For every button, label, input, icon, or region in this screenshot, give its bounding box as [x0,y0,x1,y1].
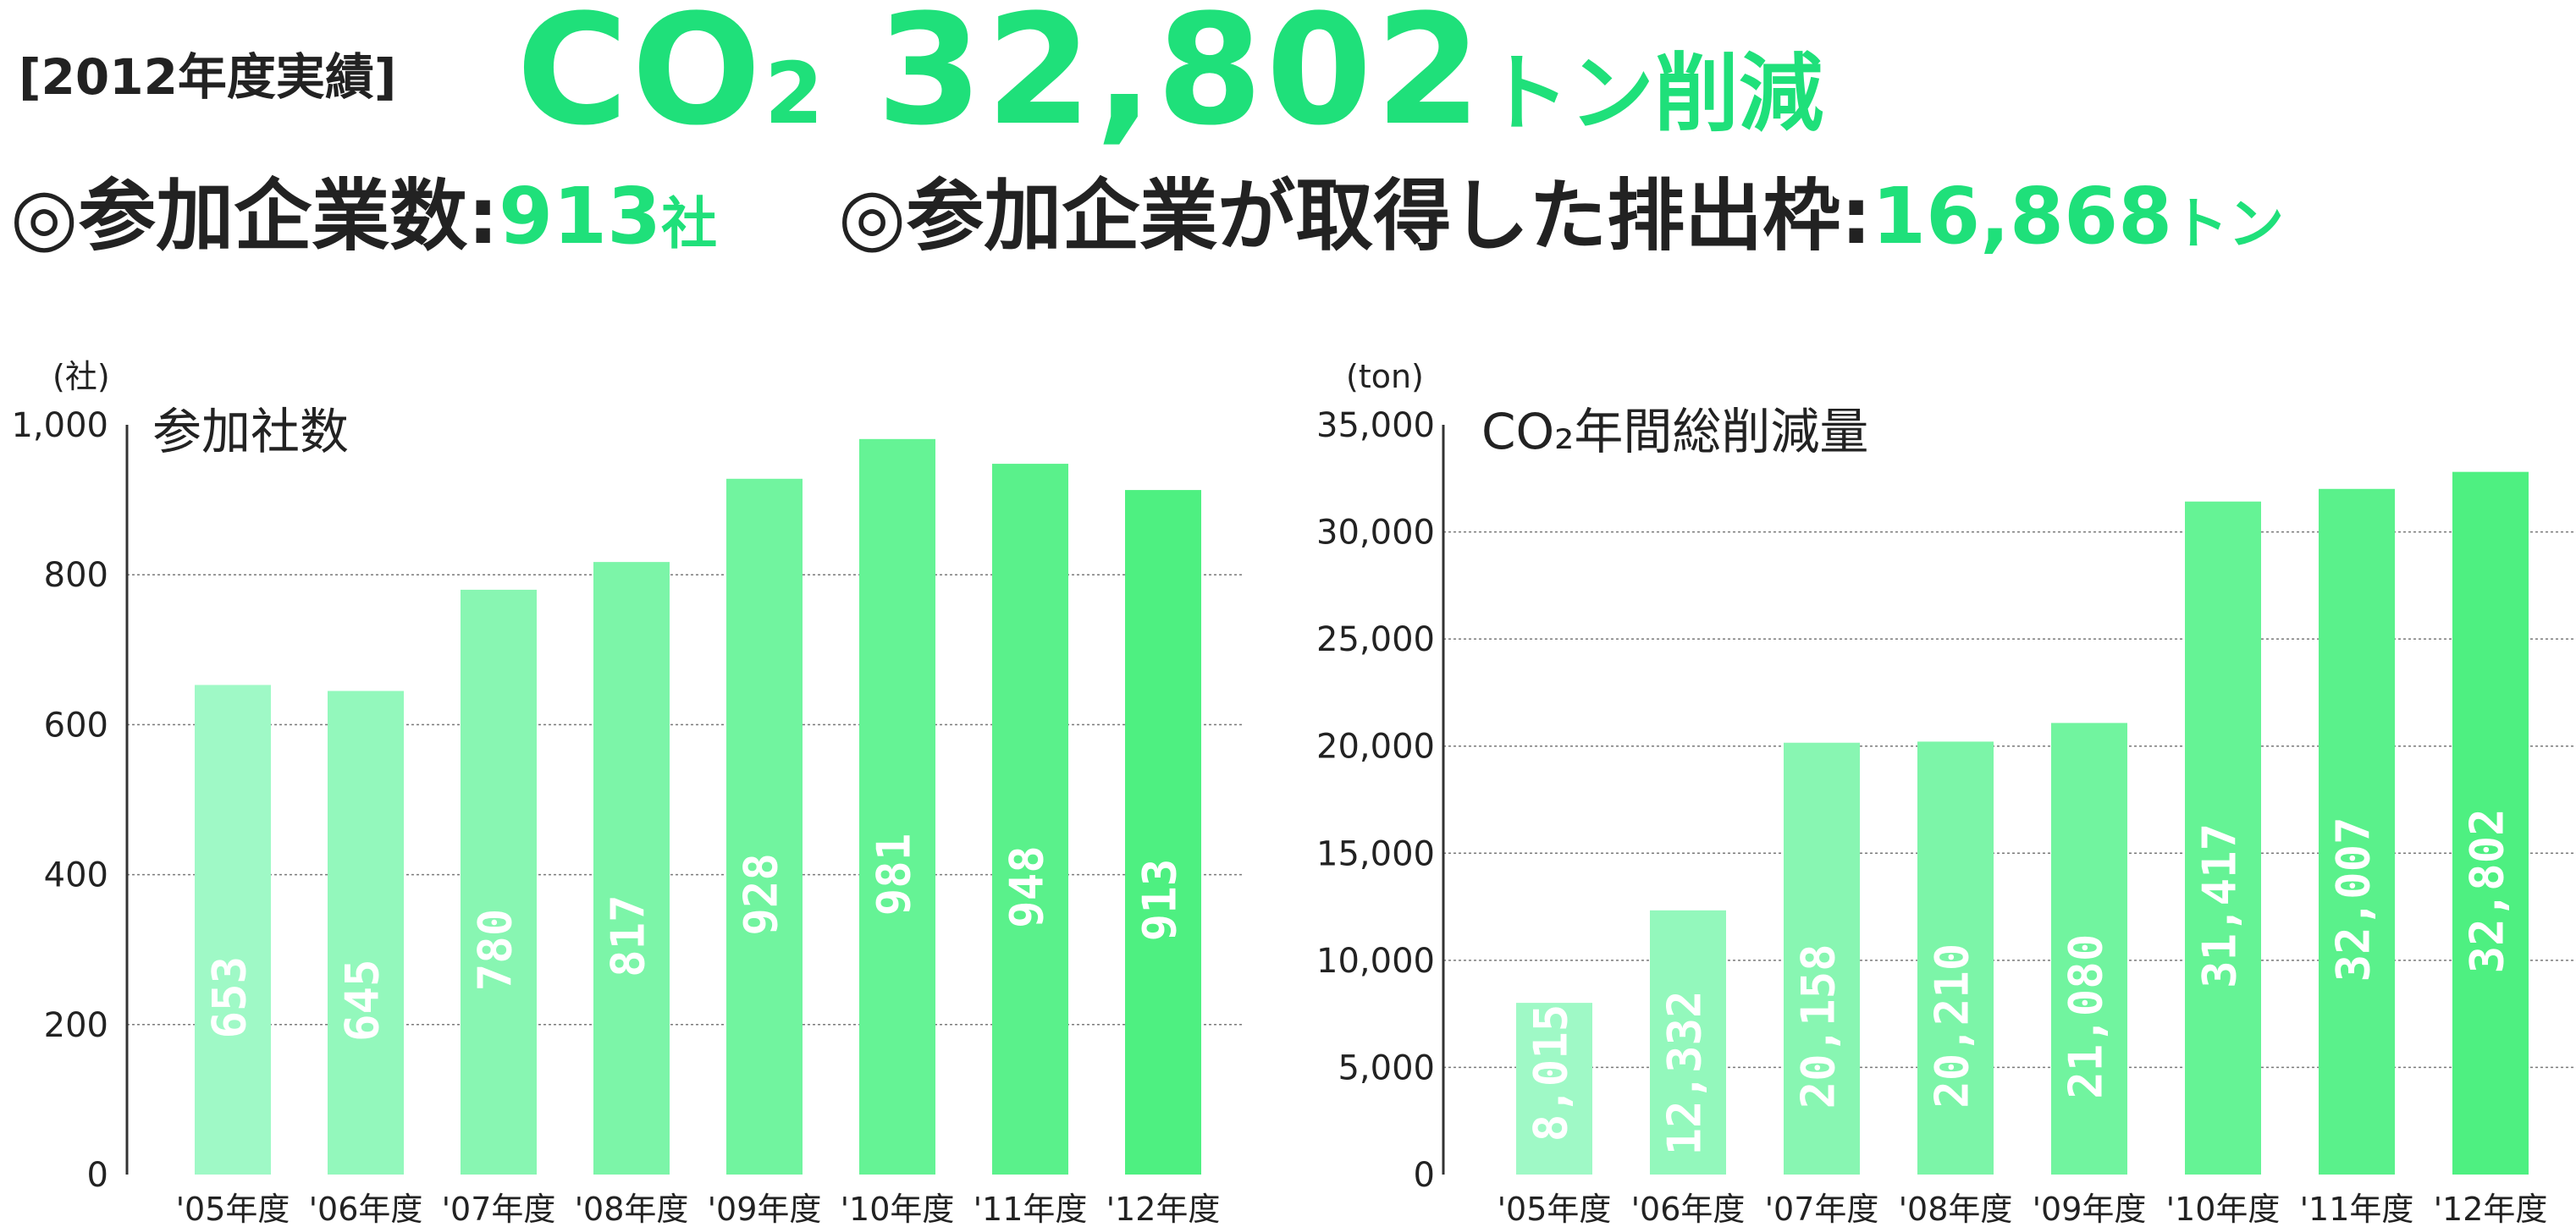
y-tick-label: 10,000 [1316,942,1435,981]
stat-participants-value: 913 [499,171,662,261]
x-category-label: '05年度 [1498,1191,1612,1227]
chart-title: 参加社数 [152,403,349,460]
x-category-label: '06年度 [309,1191,423,1227]
bar [328,691,404,1175]
bar-value-label: 645 [336,959,389,1042]
bar-value-label: 948 [1001,845,1054,928]
bar [593,562,670,1175]
headline-value: 32,802 [876,0,1485,159]
stat-emission-credits-label: ◎参加企業が取得した排出枠: [838,171,1873,261]
y-tick-label: 5,000 [1338,1048,1435,1087]
x-category-label: '07年度 [1765,1191,1879,1227]
stat-emission-credits-unit: トン [2172,191,2285,256]
headline-unit: トン削減 [1485,44,1823,143]
chart-title: CO₂年間総削減量 [1481,403,1868,460]
year-tag: [2012年度実績] [19,48,397,106]
y-tick-label: 15,000 [1316,834,1435,873]
bar-value-label: 32,802 [2461,808,2514,973]
x-category-label: '05年度 [176,1191,290,1227]
bar [1516,1003,1592,1175]
bar [2452,471,2529,1175]
headline-co2-subscript: 2 [764,44,824,143]
bar-value-label: 913 [1134,859,1187,942]
bar-value-label: 817 [602,894,655,977]
x-category-label: '08年度 [1899,1191,2013,1227]
y-tick-label: 30,000 [1316,514,1435,553]
bar-value-label: 8,015 [1525,1004,1578,1142]
bar [726,478,803,1175]
stat-emission-credits-value: 16,868 [1872,171,2173,261]
y-tick-label: 1,000 [11,406,108,445]
x-category-label: '11年度 [974,1191,1088,1227]
axis-unit-label: (ton) [1346,358,1424,395]
stat-participants-unit: 社 [661,191,718,256]
y-tick-label: 200 [44,1006,108,1045]
x-category-label: '09年度 [2033,1191,2147,1227]
y-tick-label: 400 [44,856,108,895]
headline: CO2 32,802トン削減 [516,0,1823,147]
axis-unit-label: (社) [52,358,110,395]
x-category-label: '07年度 [442,1191,556,1227]
y-tick-label: 800 [44,556,108,595]
stat-participants-label: ◎参加企業数: [10,171,499,261]
bar [992,464,1068,1175]
bar [1125,490,1201,1175]
bar-value-label: 21,080 [2060,934,2113,1099]
y-tick-label: 0 [1414,1156,1435,1195]
bar [2051,723,2127,1175]
y-tick-label: 600 [44,706,108,745]
y-tick-label: 35,000 [1316,406,1435,445]
bar [859,438,935,1175]
bar-value-label: 928 [735,853,788,936]
bar-value-label: 20,210 [1926,944,1979,1109]
headline-co2: CO [516,0,765,159]
x-category-label: '08年度 [575,1191,689,1227]
x-category-label: '10年度 [2166,1191,2281,1227]
bar-value-label: 780 [469,909,522,992]
bar-value-label: 31,417 [2193,823,2247,988]
bar-value-label: 20,158 [1792,944,1845,1109]
bar-value-label: 32,007 [2327,817,2380,982]
bar [1650,910,1726,1175]
x-category-label: '12年度 [1106,1191,1221,1227]
bar [461,589,537,1175]
x-category-label: '11年度 [2300,1191,2414,1227]
x-category-label: '12年度 [2434,1191,2548,1227]
stat-participants: ◎参加企業数:913社 [10,178,717,256]
x-category-label: '10年度 [841,1191,955,1227]
stat-emission-credits: ◎参加企業が取得した排出枠:16,868トン [838,178,2284,256]
bar-value-label: 981 [868,834,921,916]
y-tick-label: 20,000 [1316,728,1435,767]
bar-value-label: 12,332 [1658,990,1712,1155]
bar-value-label: 653 [203,956,256,1039]
bar [195,685,271,1175]
x-category-label: '06年度 [1631,1191,1746,1227]
bar [1784,742,1860,1175]
x-category-label: '09年度 [708,1191,822,1227]
bar [2319,488,2395,1175]
y-tick-label: 25,000 [1316,620,1435,659]
bar [1917,741,1994,1175]
bar [2185,501,2261,1175]
y-tick-label: 0 [87,1156,108,1195]
